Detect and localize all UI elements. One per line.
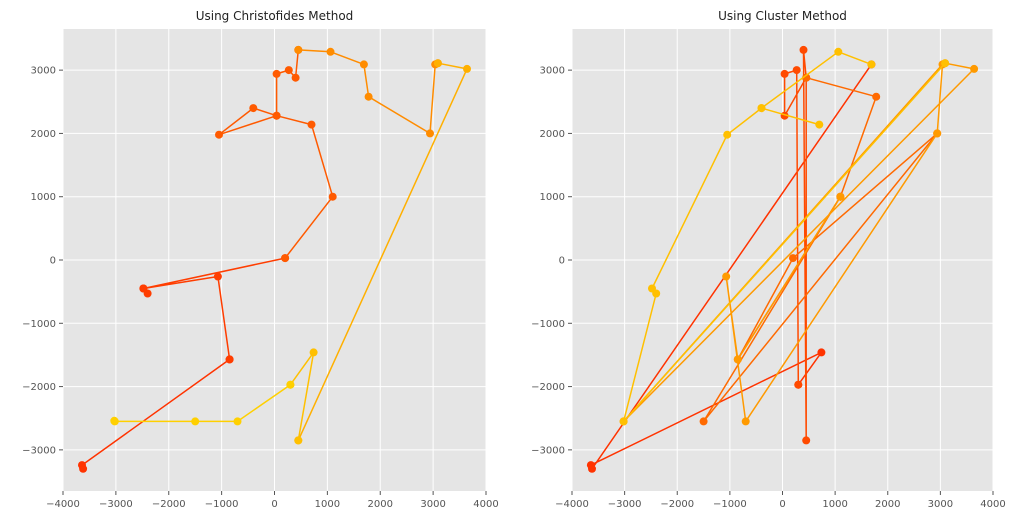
city-point <box>463 64 471 73</box>
city-point <box>426 129 434 138</box>
y-tick-label: −3000 <box>22 445 56 456</box>
x-tick-label: −1000 <box>713 499 747 510</box>
city-point <box>722 272 731 281</box>
route-segment-line <box>622 51 946 423</box>
x-tick-label: −2000 <box>152 499 186 510</box>
city-point <box>191 417 200 426</box>
city-point <box>794 380 803 389</box>
city-point <box>619 417 628 426</box>
y-tick-label: 0 <box>559 256 565 267</box>
chart-panel-1: −4000 −3000 −2000 −1000 0 1000 2000 3000 4000 −30… <box>22 9 499 510</box>
city-point <box>834 47 843 56</box>
y-tick-label: −3000 <box>531 445 565 456</box>
city-point <box>723 130 732 139</box>
x-tick-label: 4000 <box>473 499 498 510</box>
x-tick-label: −3000 <box>608 499 642 510</box>
city-point <box>364 92 373 101</box>
x-tick-label: −4000 <box>46 499 80 510</box>
city-point <box>215 130 223 139</box>
city-point <box>836 192 845 201</box>
city-point <box>307 120 316 129</box>
city-point <box>326 47 335 56</box>
route-segment-line <box>702 76 938 423</box>
city-point <box>802 436 811 445</box>
y-tick-label: 3000 <box>540 66 565 77</box>
city-point <box>941 59 950 68</box>
x-tick-label: 4000 <box>980 499 1005 510</box>
chart-title: Using Cluster Method <box>718 9 847 23</box>
y-tick-label: 1000 <box>31 192 56 203</box>
city-point <box>233 417 242 426</box>
chart-title: Using Christofides Method <box>196 9 354 23</box>
city-point <box>294 45 303 54</box>
city-point <box>139 284 148 293</box>
city-point <box>272 69 281 78</box>
city-point <box>802 73 811 82</box>
city-point <box>294 436 303 445</box>
city-point <box>648 284 656 293</box>
x-tick-label: 1000 <box>822 499 847 510</box>
city-point <box>699 417 708 426</box>
y-tick-label: −2000 <box>531 382 565 393</box>
city-point <box>225 355 234 364</box>
x-tick-label: 0 <box>779 499 785 510</box>
city-point <box>286 380 295 389</box>
y-tick-label: 2000 <box>540 129 565 140</box>
city-point <box>872 92 881 101</box>
y-tick-label: 2000 <box>31 129 56 140</box>
city-point <box>780 69 789 78</box>
city-point <box>309 348 318 357</box>
x-tick-label: −4000 <box>555 499 589 510</box>
city-point <box>792 66 801 75</box>
city-point <box>817 348 826 357</box>
city-point <box>799 45 808 54</box>
city-point <box>757 104 766 113</box>
x-tick-label: 0 <box>271 499 277 510</box>
x-tick-label: −3000 <box>99 499 133 510</box>
city-point <box>328 192 337 201</box>
y-tick-label: 0 <box>50 256 56 267</box>
y-tick-label: −1000 <box>531 319 565 330</box>
city-point <box>78 461 86 470</box>
city-point <box>433 59 442 68</box>
city-point <box>815 120 824 129</box>
city-point <box>213 272 222 281</box>
city-point <box>272 111 281 120</box>
x-tick-label: −1000 <box>205 499 239 510</box>
y-tick-label: −2000 <box>22 382 56 393</box>
city-point <box>970 64 979 73</box>
chart-panel-2: −4000 −3000 −2000 −1000 0 1000 2000 3000 4000 −30… <box>531 9 1006 510</box>
city-point <box>281 254 290 263</box>
x-tick-label: 2000 <box>368 499 393 510</box>
city-point <box>933 129 942 138</box>
x-tick-label: 3000 <box>420 499 445 510</box>
city-point <box>867 60 876 69</box>
city-point <box>284 66 293 75</box>
x-tick-label: −2000 <box>660 499 694 510</box>
y-tick-label: −1000 <box>22 319 56 330</box>
city-point <box>741 417 750 426</box>
y-tick-label: 3000 <box>31 66 56 77</box>
city-point <box>359 60 368 69</box>
city-point <box>586 461 595 470</box>
x-tick-label: 2000 <box>875 499 900 510</box>
x-tick-label: 3000 <box>928 499 953 510</box>
city-point <box>733 355 742 364</box>
city-point <box>110 416 119 425</box>
y-tick-label: 1000 <box>540 192 565 203</box>
city-point <box>291 73 300 82</box>
city-point <box>789 254 797 263</box>
x-tick-label: 1000 <box>315 499 340 510</box>
city-point <box>249 104 258 113</box>
